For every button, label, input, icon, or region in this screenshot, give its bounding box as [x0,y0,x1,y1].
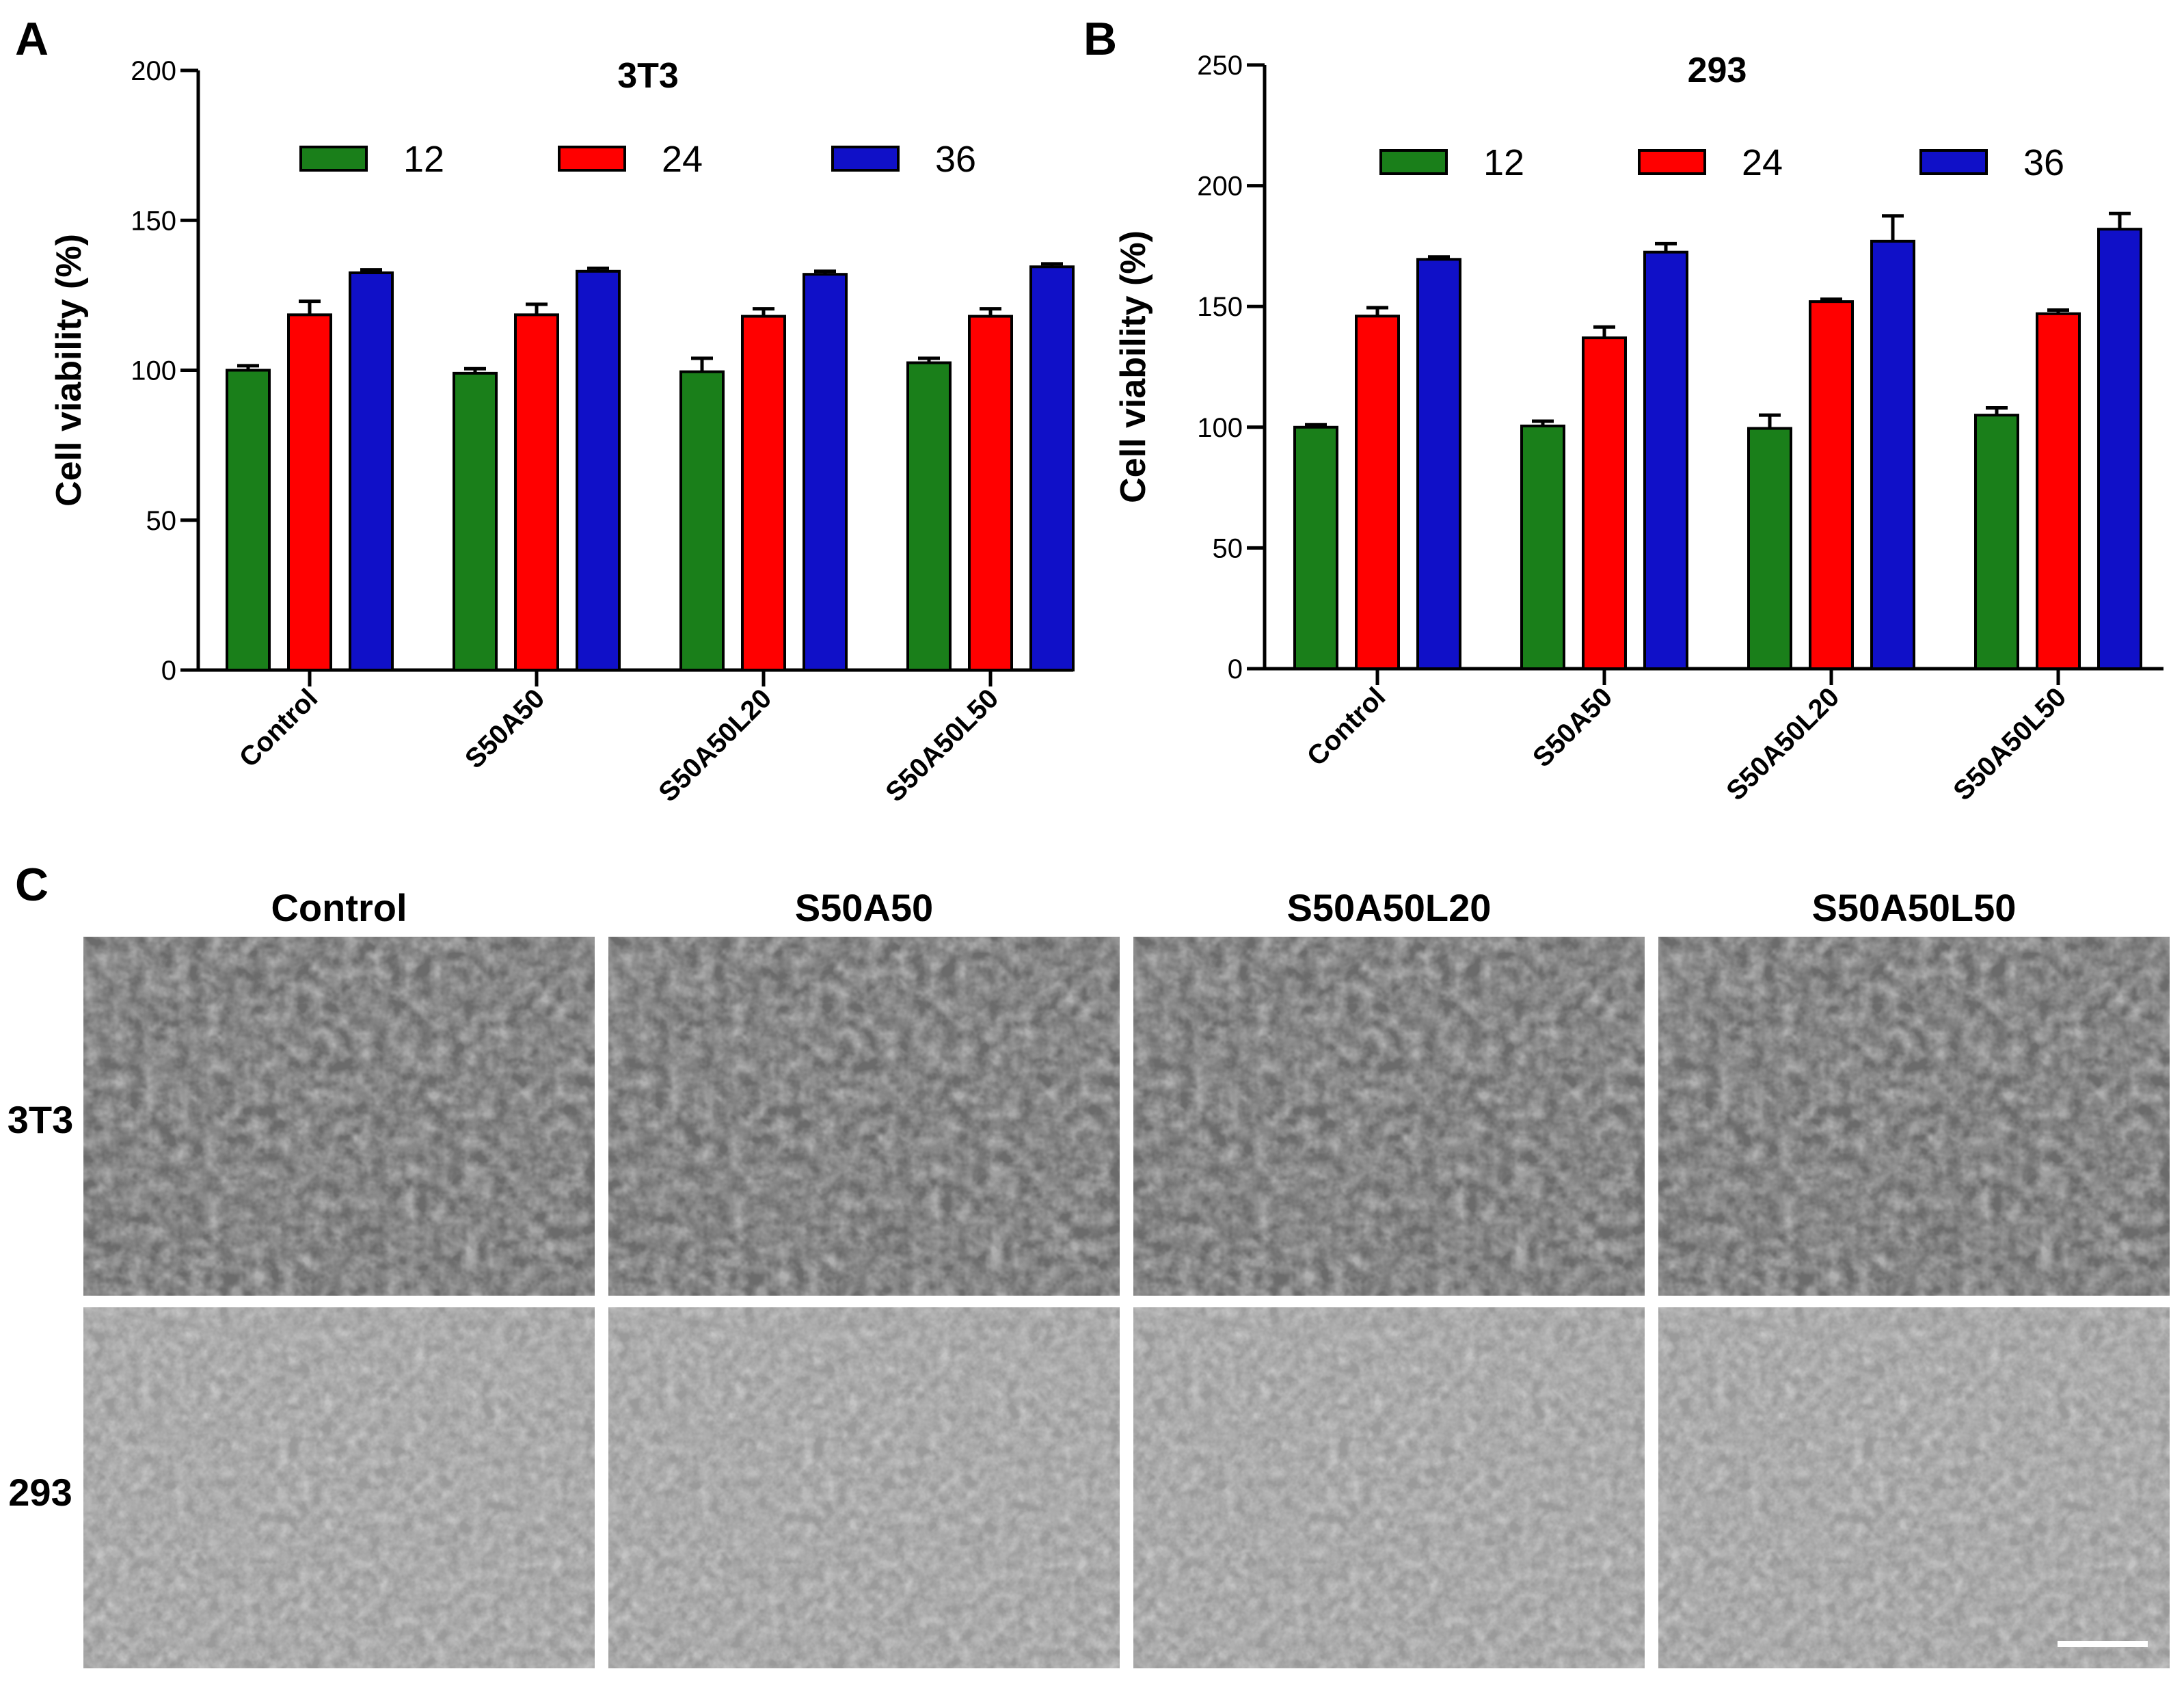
micrograph-col-label-control: Control [271,886,407,929]
chart-title: 293 [1688,51,1747,90]
bar-12-s50a50l50 [906,361,952,671]
x-tick-label-control: Control [1302,682,1392,772]
legend-label-24: 24 [662,139,703,180]
legend-swatch-36 [1919,149,1988,175]
micrograph-col-label-s50a50: S50A50 [794,886,934,929]
y-tick-label: 0 [161,656,176,686]
micrograph-3t3-control [83,937,595,1296]
y-tick-label: 200 [131,56,176,86]
bar-12-s50a50 [1520,425,1565,670]
panel-letter-b: B [1083,13,1118,65]
bar-24-s50a50l20 [741,315,786,671]
x-tick-label-s50a50: S50A50 [459,683,550,774]
legend-label-36: 36 [2023,142,2064,183]
y-tick-label: 200 [1197,172,1243,202]
legend-label-12: 12 [403,139,444,180]
bar-12-control [226,369,271,671]
bar-12-s50a50l20 [679,370,725,671]
bar-12-s50a50l20 [1747,427,1792,670]
y-tick-label: 100 [1197,413,1243,443]
bar-36-s50a50 [576,269,621,672]
bar-24-s50a50l50 [968,315,1013,671]
micrograph-293-control [83,1307,595,1668]
legend-swatch-36 [831,146,900,172]
chart-title: 3T3 [617,56,679,96]
y-axis-label: Cell viability (%) [49,234,89,507]
bar-24-s50a50 [514,313,559,671]
y-tick-label: 50 [146,506,177,536]
bar-36-s50a50 [1643,250,1688,671]
bar-24-s50a50l50 [2036,312,2081,670]
bar-36-s50a50l50 [1029,265,1075,671]
x-tick-label-s50a50l50: S50A50L50 [880,683,1004,807]
micrograph-293-s50a50 [608,1307,1120,1668]
micrograph-293-s50a50l20 [1133,1307,1645,1668]
micrograph-col-label-s50a50l50: S50A50L50 [1811,886,2017,929]
micrograph-3t3-s50a50 [608,937,1120,1296]
bar-12-s50a50 [453,371,498,671]
micrograph-row-label-293: 293 [8,1471,72,1514]
bar-36-s50a50l50 [2097,228,2142,670]
micrograph-3t3-s50a50l20 [1133,937,1645,1296]
y-axis-label: Cell viability (%) [1114,230,1153,503]
bar-12-s50a50l50 [1974,414,2019,670]
legend-label-12: 12 [1483,142,1524,183]
micrograph-293-s50a50l50 [1658,1307,2170,1668]
y-tick-label: 50 [1213,533,1243,563]
micrograph-3t3-s50a50l50 [1658,937,2170,1296]
legend-label-24: 24 [1742,142,1783,183]
bar-36-s50a50l20 [803,273,848,671]
bar-36-control [1416,258,1461,670]
x-tick-label-s50a50: S50A50 [1527,682,1618,773]
legend-swatch-12 [299,146,368,172]
legend-swatch-24 [558,146,626,172]
bar-24-s50a50l20 [1809,300,1854,670]
micrograph-col-label-s50a50l20: S50A50L20 [1286,886,1492,929]
bar-24-s50a50 [1582,336,1627,670]
panel-letter-c: C [15,859,49,911]
y-tick-label: 0 [1228,654,1243,684]
micrograph-row-label-3t3: 3T3 [7,1098,74,1141]
y-tick-label: 150 [131,206,176,236]
bar-36-s50a50l20 [1870,239,1915,670]
y-tick-label: 150 [1197,292,1243,322]
x-tick-label-s50a50l20: S50A50L20 [653,683,777,807]
x-tick-label-control: Control [234,683,324,773]
y-tick-label: 100 [131,356,176,386]
chart-293-viability: 0 50 100 150 200 250 Cell viability (%) 293 12 24… [1114,51,2163,806]
bar-12-control [1293,425,1338,670]
chart-3t3-viability: 0 50 100 150 200 Cell viability (%) 3T3 12 24 36 C… [49,56,1075,807]
bar-24-control [1355,315,1400,670]
x-tick-label-s50a50l20: S50A50L20 [1721,682,1845,806]
x-tick-label-s50a50l50: S50A50L50 [1947,682,2072,806]
bar-24-control [287,313,332,671]
panel-letter-a: A [15,13,49,65]
legend-label-36: 36 [935,139,976,180]
legend-swatch-12 [1379,149,1448,175]
legend-swatch-24 [1638,149,1706,175]
scale-bar [2058,1641,2148,1647]
bar-36-control [349,271,394,671]
y-tick-label: 250 [1197,51,1243,81]
